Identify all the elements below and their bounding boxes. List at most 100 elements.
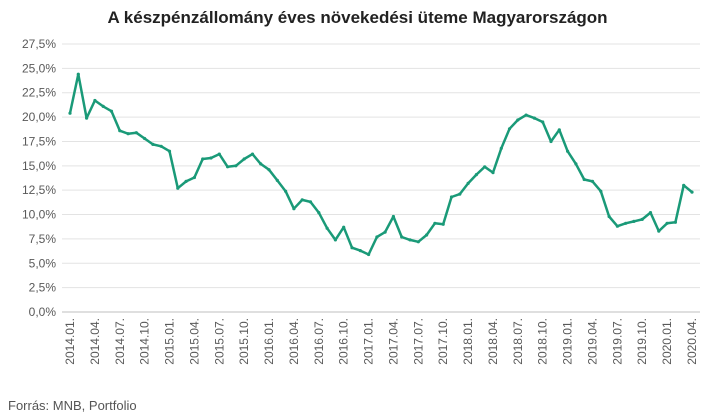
x-tick-label: 2019.07.	[610, 318, 624, 365]
data-point	[358, 249, 362, 253]
data-point	[615, 224, 620, 228]
x-tick-label: 2017.01.	[362, 318, 376, 365]
data-point	[85, 116, 89, 120]
data-point	[383, 230, 387, 234]
data-point	[532, 116, 537, 120]
data-point	[159, 144, 163, 148]
data-point	[325, 226, 329, 230]
data-point	[640, 217, 644, 221]
data-point	[574, 162, 578, 166]
data-point	[491, 171, 495, 175]
y-tick-label: 27,5%	[22, 37, 56, 51]
data-point	[474, 173, 478, 177]
x-tick-label: 2019.01.	[561, 318, 575, 365]
data-point	[267, 168, 271, 172]
data-point	[275, 178, 279, 182]
x-tick-label: 2015.10.	[237, 318, 251, 365]
y-tick-label: 0,0%	[29, 305, 57, 319]
x-tick-label: 2017.10.	[436, 318, 450, 365]
data-point	[549, 139, 553, 144]
y-axis-ticks: 0,0% 2,5% 5,0% 7,5% 10,0% 12,5% 15,0% 17,5% 20,0…	[22, 37, 56, 319]
data-point	[118, 129, 122, 133]
data-point	[109, 109, 114, 113]
data-point	[367, 252, 371, 257]
data-point	[176, 186, 180, 190]
data-point	[134, 131, 138, 135]
data-point	[516, 118, 520, 122]
data-point	[300, 198, 304, 202]
y-tick-label: 2,5%	[29, 281, 57, 295]
x-tick-label: 2020.04.	[685, 318, 699, 365]
data-point	[308, 200, 313, 204]
x-tick-label: 2018.07.	[511, 318, 525, 365]
data-point	[682, 183, 686, 187]
data-point	[648, 211, 653, 215]
x-tick-label: 2014.04.	[88, 318, 102, 365]
data-point	[433, 221, 437, 225]
data-point	[673, 220, 678, 224]
data-point	[284, 189, 288, 193]
data-point	[126, 132, 130, 136]
data-point	[425, 233, 429, 237]
x-tick-label: 2016.04.	[287, 318, 301, 365]
data-point	[250, 152, 255, 156]
data-point	[151, 142, 155, 146]
series-line-layer	[68, 72, 694, 257]
data-point	[201, 157, 205, 161]
data-point	[93, 98, 97, 103]
data-point	[317, 211, 321, 215]
data-point	[449, 195, 454, 199]
y-tick-label: 5,0%	[29, 256, 57, 270]
data-point	[524, 113, 528, 117]
data-point	[391, 214, 395, 219]
data-point	[590, 179, 595, 183]
data-point	[541, 120, 545, 124]
data-point	[209, 156, 213, 160]
data-point	[350, 246, 354, 250]
x-tick-label: 2020.01.	[660, 318, 674, 365]
data-point	[499, 146, 503, 150]
x-tick-label: 2016.01.	[262, 318, 276, 365]
x-tick-label: 2015.04.	[187, 318, 201, 365]
data-point	[441, 222, 445, 226]
chart-title: A készpénzállomány éves növekedési üteme…	[107, 8, 608, 27]
data-point	[624, 221, 628, 225]
x-tick-label: 2017.04.	[386, 318, 400, 365]
x-tick-label: 2019.10.	[635, 318, 649, 365]
data-point	[342, 225, 346, 229]
x-tick-label: 2016.07.	[312, 318, 326, 365]
x-tick-label: 2018.10.	[536, 318, 550, 365]
data-point	[242, 157, 246, 161]
x-tick-label: 2015.01.	[163, 318, 177, 365]
data-point	[408, 238, 412, 242]
data-point	[657, 229, 661, 233]
data-point	[607, 214, 611, 219]
data-point	[507, 127, 512, 131]
y-tick-label: 10,0%	[22, 208, 56, 222]
data-point	[234, 164, 238, 168]
x-tick-label: 2015.07.	[212, 318, 226, 365]
data-point	[400, 235, 404, 239]
y-tick-label: 17,5%	[22, 134, 56, 148]
series-line	[68, 72, 693, 256]
data-point	[566, 149, 570, 153]
y-tick-label: 20,0%	[22, 110, 56, 124]
x-tick-label: 2018.04.	[486, 318, 500, 365]
data-point	[466, 181, 470, 185]
data-point	[143, 136, 147, 141]
data-point	[632, 219, 636, 223]
x-tick-label: 2019.04.	[585, 318, 599, 365]
y-tick-label: 25,0%	[22, 61, 56, 75]
x-tick-label: 2014.10.	[138, 318, 152, 365]
data-point	[599, 189, 603, 193]
y-tick-label: 15,0%	[22, 159, 56, 173]
data-point	[68, 111, 72, 115]
x-tick-label: 2018.01.	[461, 318, 475, 365]
data-point	[192, 175, 196, 180]
x-tick-label: 2017.07.	[411, 318, 425, 365]
data-point	[226, 165, 230, 169]
y-tick-label: 12,5%	[22, 183, 56, 197]
grid-lines	[62, 43, 700, 313]
data-point	[167, 149, 172, 153]
data-point	[557, 128, 561, 132]
